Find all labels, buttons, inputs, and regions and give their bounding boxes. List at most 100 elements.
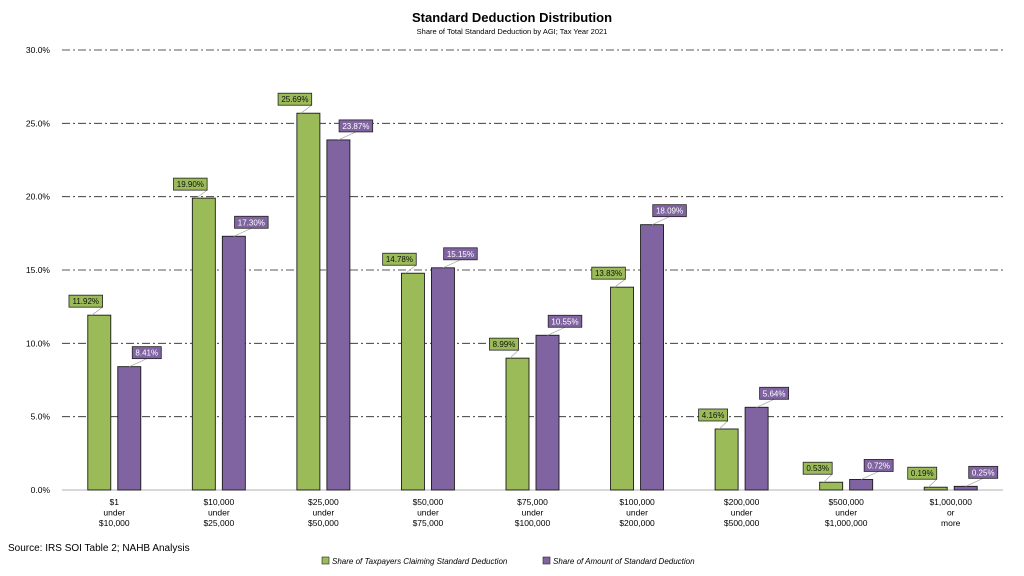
chart-title: Standard Deduction Distribution: [412, 10, 612, 25]
x-category-label: $1: [110, 497, 120, 507]
bar-amount: [849, 478, 874, 491]
bar-amount: [535, 334, 560, 491]
data-label-leader: [927, 478, 937, 488]
bar-amount: [953, 485, 978, 491]
data-label-box: [547, 314, 583, 328]
data-label: 10.55%: [551, 317, 578, 326]
data-label-leader: [823, 473, 833, 483]
bar-amount: [221, 235, 246, 491]
legend-swatch: [321, 556, 330, 565]
x-category-label: more: [941, 518, 961, 528]
x-category-label: $200,000: [724, 497, 760, 507]
data-label-leader: [129, 358, 147, 367]
data-labels: 11.92% 8.41% 19.90% 17.30% 25.69% 23.87% 14.78…: [68, 92, 999, 488]
x-category-label: or: [947, 508, 955, 518]
data-label-leader: [547, 326, 566, 336]
data-label: 0.25%: [972, 468, 995, 477]
gridlines: [62, 49, 1003, 491]
x-category-label: under: [208, 508, 230, 518]
data-label: 15.15%: [447, 250, 474, 259]
source-note: Source: IRS SOI Table 2; NAHB Analysis: [8, 543, 190, 554]
x-category-label: $100,000: [515, 518, 551, 528]
data-label: 13.83%: [595, 269, 622, 278]
legend: Share of Taxpayers Claiming Standard Ded…: [321, 556, 695, 566]
x-category-label: $1,000,000: [929, 497, 972, 507]
x-category-label: under: [417, 508, 439, 518]
data-label: 17.30%: [238, 218, 265, 227]
x-category-label: $25,000: [308, 497, 339, 507]
data-label: 23.87%: [342, 122, 369, 131]
data-label-leader: [509, 349, 519, 359]
data-label-box: [68, 294, 103, 308]
data-label-box: [591, 266, 626, 280]
bar-amount: [326, 139, 351, 491]
data-label: 19.90%: [177, 180, 204, 189]
bars: [87, 112, 978, 491]
data-label-leader: [718, 420, 728, 430]
bar-taxpayers: [923, 486, 948, 491]
x-category-label: under: [626, 508, 648, 518]
data-label-box: [968, 465, 999, 479]
x-category-label: under: [731, 508, 753, 518]
y-tick-label: 5.0%: [31, 412, 51, 422]
data-label-leader: [338, 131, 357, 141]
data-label-leader: [756, 398, 775, 408]
data-label: 14.78%: [386, 255, 413, 264]
x-category-label: $100,000: [619, 497, 655, 507]
data-label-leader: [405, 264, 417, 274]
bar-taxpayers: [505, 357, 530, 491]
bar-taxpayers: [400, 272, 425, 491]
x-axis-categories: $1under$10,000$10,000under$25,000$25,000…: [99, 497, 972, 528]
data-label: 8.41%: [135, 349, 158, 358]
data-label-box: [173, 177, 208, 191]
x-category-label: $500,000: [828, 497, 864, 507]
bar-amount: [640, 224, 665, 491]
data-label-leader: [233, 227, 252, 237]
bar-taxpayers: [296, 112, 321, 491]
chart-subtitle: Share of Total Standard Deduction by AGI…: [417, 27, 608, 36]
x-category-label: $25,000: [203, 518, 234, 528]
x-category-label: $50,000: [413, 497, 444, 507]
data-label: 8.99%: [493, 340, 516, 349]
bar-taxpayers: [714, 428, 739, 491]
y-axis-ticks: 0.0% 5.0% 10.0% 15.0% 20.0% 25.0% 30.0%: [26, 45, 51, 495]
data-label-box: [652, 204, 687, 218]
y-tick-label: 25.0%: [26, 118, 51, 128]
x-category-label: $75,000: [517, 497, 548, 507]
data-label: 25.69%: [281, 95, 308, 104]
bar-taxpayers: [191, 197, 216, 491]
x-category-label: $10,000: [99, 518, 130, 528]
y-tick-label: 10.0%: [26, 338, 51, 348]
data-label-leader: [196, 189, 208, 199]
bar-amount: [117, 366, 142, 491]
bar-taxpayers: [87, 314, 112, 491]
y-tick-label: 20.0%: [26, 192, 51, 202]
data-label-box: [802, 461, 833, 475]
data-label: 4.16%: [702, 411, 725, 420]
data-label-leader: [965, 478, 984, 487]
x-category-label: under: [522, 508, 544, 518]
x-category-label: $10,000: [203, 497, 234, 507]
x-category-label: $1,000,000: [825, 518, 868, 528]
data-label: 0.53%: [806, 464, 829, 473]
data-label-box: [234, 215, 269, 229]
x-category-label: under: [835, 508, 857, 518]
bar-taxpayers: [819, 481, 844, 491]
data-label: 18.09%: [656, 207, 683, 216]
data-label-leader: [442, 259, 461, 269]
data-label-box: [907, 466, 938, 480]
data-label-box: [443, 247, 478, 261]
x-category-label: $50,000: [308, 518, 339, 528]
legend-label: Share of Taxpayers Claiming Standard Ded…: [332, 557, 508, 566]
y-tick-label: 0.0%: [31, 485, 51, 495]
data-label-leader: [651, 216, 670, 225]
x-category-label: under: [103, 508, 125, 518]
data-label: 0.72%: [867, 461, 890, 470]
data-label-leader: [614, 278, 626, 288]
bar-amount: [744, 406, 769, 491]
data-label-box: [698, 408, 729, 422]
data-label-box: [131, 346, 162, 360]
x-category-label: under: [313, 508, 335, 518]
data-label-box: [338, 119, 374, 133]
